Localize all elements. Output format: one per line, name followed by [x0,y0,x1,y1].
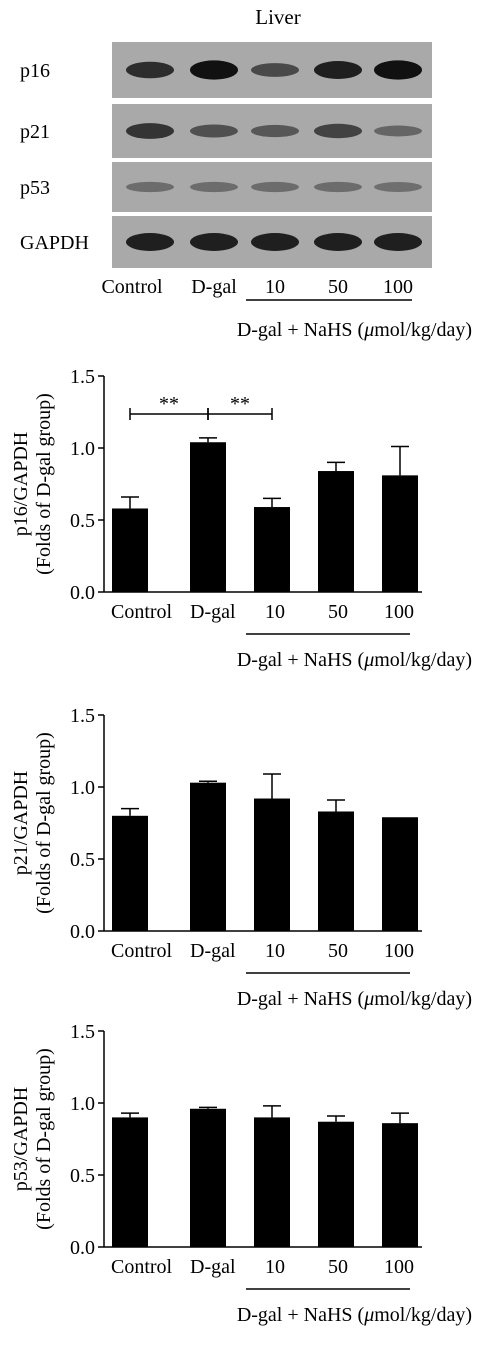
blot-lane-labels: Control D-gal 10 50 100 [101,276,413,298]
blot-band [126,181,174,193]
x-tick-label: Control [111,601,173,623]
blot-band [314,123,362,139]
bar [190,1108,226,1247]
y-tick-label: 0.0 [70,921,95,943]
bar [318,471,354,592]
blot-band [251,124,299,138]
bar [382,1123,418,1247]
y-tick-label: 1.0 [70,438,95,460]
group-label: D-gal + NaHS (μmol/kg/day) [237,1304,472,1326]
x-tick-label: 50 [328,1256,348,1278]
y-tick-label: 1.5 [70,366,95,388]
y-tick-label: 1.0 [70,777,95,799]
blot-row-p16: p16 [20,42,432,98]
bar [254,507,290,592]
x-tick-label: 100 [384,940,414,962]
x-tick-label: 10 [265,940,285,962]
bar [382,475,418,592]
y-tick-label: 1.5 [70,1021,95,1043]
x-tick-label: 100 [384,601,414,623]
group-label: D-gal + NaHS (μmol/kg/day) [237,988,472,1010]
bar [254,1117,290,1247]
x-tick-label: 50 [328,601,348,623]
blot-band [251,233,299,251]
x-tick-label: 100 [384,1256,414,1278]
y-axis-label-sub: (Folds of D-gal group) [33,732,55,914]
bar [190,442,226,592]
blot-lane-label: 50 [328,276,348,298]
group-label: D-gal + NaHS (μmol/kg/day) [237,649,472,671]
blot-band [190,124,238,138]
x-tick-label: D-gal [190,1256,236,1278]
y-tick-label: 1.5 [70,705,95,727]
bar [112,815,148,931]
y-axis-label: p16/GAPDH [10,432,32,536]
y-tick-label: 0.0 [70,1237,95,1259]
blot-band [374,125,422,137]
y-tick-label: 0.5 [70,1165,95,1187]
bar [318,1121,354,1247]
x-tick-label: 50 [328,940,348,962]
blot-row-label: GAPDH [20,232,89,254]
blot-row-label: p16 [20,60,50,82]
bar [318,811,354,931]
blot-row-label: p21 [20,121,50,143]
y-tick-label: 0.0 [70,582,95,604]
x-tick-label: 10 [265,1256,285,1278]
y-axis-label-sub: (Folds of D-gal group) [33,1048,55,1230]
significance-label: ** [159,393,179,415]
blot-band [190,60,238,80]
y-tick-label: 0.5 [70,510,95,532]
x-tick-label: Control [111,940,173,962]
bar [382,817,418,931]
x-tick-label: 10 [265,601,285,623]
blot-lane-label: 100 [383,276,413,298]
y-axis-label-sub: (Folds of D-gal group) [33,393,55,575]
blot-row-label: p53 [20,177,50,199]
blot-rows: p16 p21 p53 GAPDH [20,42,432,268]
blot-band [190,181,238,193]
blot-row-p53: p53 [20,162,432,212]
bar [112,508,148,592]
p21-bar-chart: 0.0 0.5 1.0 1.5 p21/GAPDH (Folds of D-gal gro… [10,705,472,1010]
bar [190,782,226,931]
blot-band [126,233,174,251]
y-axis-label: p21/GAPDH [10,771,32,875]
blot-band [190,233,238,251]
blot-group-label: D-gal + NaHS (μmol/kg/day) [237,319,472,341]
y-axis-label: p53/GAPDH [10,1087,32,1191]
blot-band [314,181,362,193]
bar [112,1117,148,1247]
blot-band [251,181,299,193]
blot-band [126,61,174,79]
x-tick-label: D-gal [190,940,236,962]
blot-band [126,123,174,139]
blot-band [374,233,422,251]
blot-lane-label: Control [101,276,163,298]
blot-band [251,63,299,77]
blot-band [314,233,362,251]
x-tick-label: D-gal [190,601,236,623]
y-tick-label: 1.0 [70,1093,95,1115]
p16-bar-chart: 0.0 0.5 1.0 1.5 p16/GAPDH (Folds of D-gal gro… [10,366,472,671]
blot-title: Liver [255,5,300,29]
blot-row-gapdh: GAPDH [20,216,432,268]
blot-lane-label: 10 [265,276,285,298]
x-tick-label: Control [111,1256,173,1278]
blot-row-p21: p21 [20,104,432,158]
y-tick-label: 0.5 [70,849,95,871]
blot-band [374,182,422,192]
blot-band [374,60,422,80]
significance-label: ** [230,393,250,415]
western-blot-panel: Liver p16 p21 p53 GAPDH Control D-gal 10 50 100… [20,5,472,341]
blot-band [314,61,362,79]
blot-lane-label: D-gal [191,276,237,298]
p53-bar-chart: 0.0 0.5 1.0 1.5 p53/GAPDH (Folds of D-gal gro… [10,1021,472,1326]
bar [254,798,290,931]
